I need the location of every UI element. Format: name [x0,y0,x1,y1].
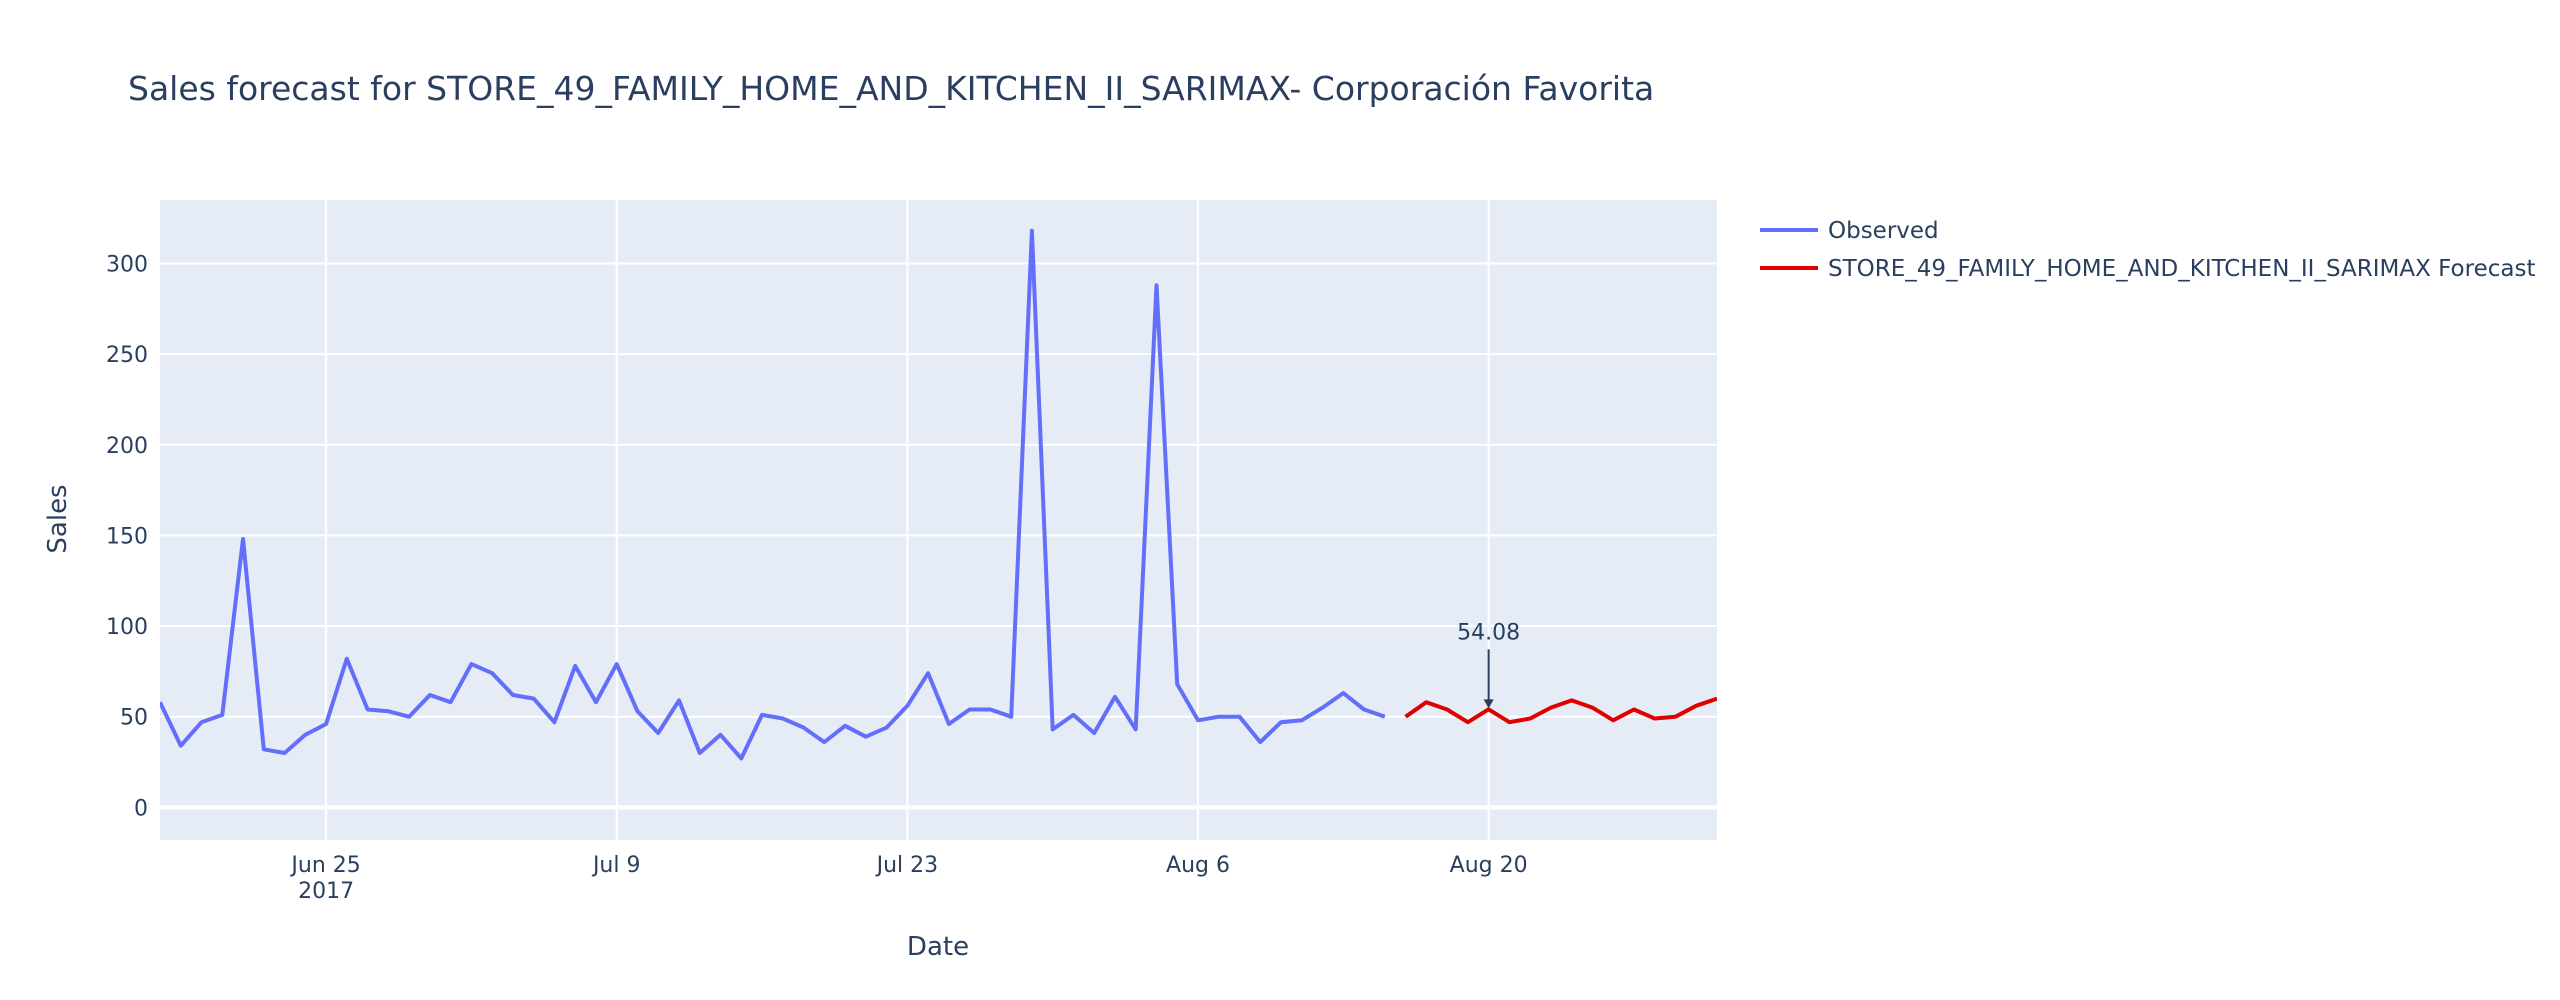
annotation-layer: 54.08 [1457,620,1520,709]
y-tick-label: 200 [106,434,148,459]
y-tick-label: 0 [134,796,148,821]
y-axis-ticks: 0 50 100 150 200 250 300 [106,252,148,821]
annotation-arrowhead [1483,699,1494,709]
x-tick-label: Jul 9 [591,853,641,878]
grid-lines [160,200,1717,840]
x-tick-year-label: 2017 [298,879,354,904]
y-tick-label: 50 [120,706,148,731]
x-tick-label: Aug 6 [1166,853,1230,878]
series-layer [160,228,1717,761]
plot-area [160,200,1717,840]
x-tick-label: Aug 20 [1450,853,1528,878]
y-tick-label: 300 [106,252,148,277]
x-tick-label: Jul 23 [875,853,939,878]
observed-series-line [160,228,1386,761]
forecast-series-line [1404,696,1717,725]
y-axis-title: Sales [43,484,73,553]
legend: Observed STORE_49_FAMILY_HOME_AND_KITCHEN… [1760,218,2535,282]
x-axis-title: Date [907,932,969,962]
legend-label-forecast: STORE_49_FAMILY_HOME_AND_KITCHEN_II_SARI… [1828,256,2535,282]
legend-label-observed: Observed [1828,218,1939,244]
y-tick-label: 150 [106,524,148,549]
y-tick-label: 250 [106,343,148,368]
x-tick-label: Jun 25 [289,853,360,878]
annotation-label: 54.08 [1457,620,1520,645]
chart-title: Sales forecast for STORE_49_FAMILY_HOME_… [128,69,1654,108]
y-tick-label: 100 [106,615,148,640]
